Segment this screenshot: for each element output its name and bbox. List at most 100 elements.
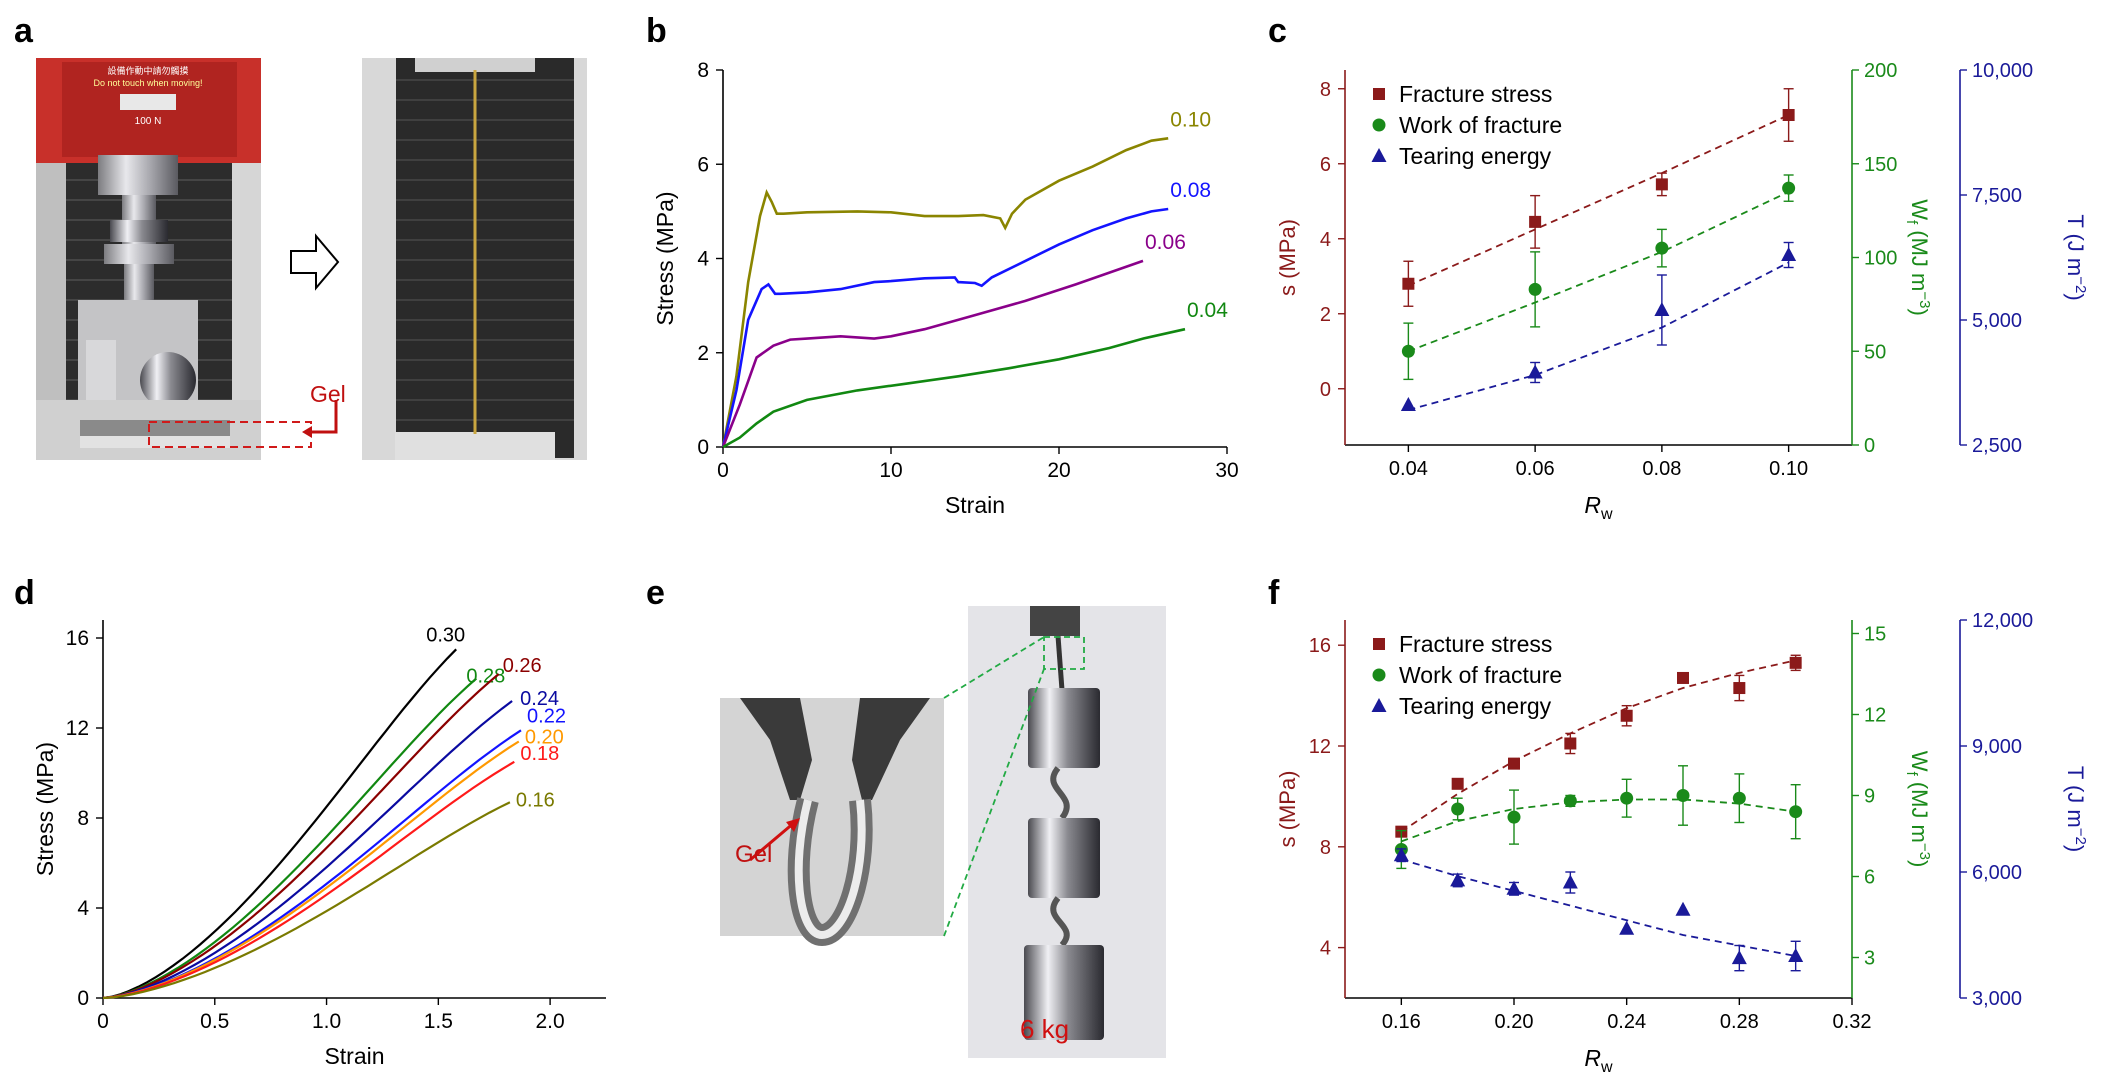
y-right-tick-label: 10,000 xyxy=(1972,60,2033,82)
y-tick-label: 0 xyxy=(77,987,89,1010)
y-right-tick-label: 3,000 xyxy=(1972,988,2022,1010)
x-tick-label: 0.24 xyxy=(1607,1011,1646,1033)
legend-marker-square xyxy=(1373,88,1385,100)
x-tick-label: 0 xyxy=(717,459,729,482)
data-point-square xyxy=(1782,109,1795,121)
y-tick-label: 16 xyxy=(66,627,89,650)
data-point-square xyxy=(1564,737,1577,750)
y-right-tick-label: 9,000 xyxy=(1972,736,2022,758)
x-tick-label: 0.16 xyxy=(1382,1011,1421,1033)
legend-marker-circle xyxy=(1372,668,1386,682)
sign-line3: 100 N xyxy=(135,116,162,127)
legend-marker-circle xyxy=(1372,118,1386,132)
y-left-tick-label: 16 xyxy=(1309,635,1331,657)
y-left-tick-label: 6 xyxy=(1320,154,1331,176)
data-point-circle xyxy=(1732,791,1746,805)
data-point-square xyxy=(1655,178,1668,191)
y-left-tick-label: 0 xyxy=(1320,379,1331,401)
data-point-square xyxy=(1529,215,1542,228)
e-gel-label: Gel xyxy=(735,841,772,868)
y-left-tick-label: 8 xyxy=(1320,79,1331,101)
panel-label-f: f xyxy=(1268,574,1280,612)
series-label-0.18: 0.18 xyxy=(520,743,559,765)
y-mid-tick-label: 12 xyxy=(1864,705,1886,727)
data-point-square xyxy=(1402,277,1415,290)
y-axis-label: Stress (MPa) xyxy=(32,742,58,876)
y-tick-label: 12 xyxy=(66,717,89,740)
data-point-circle xyxy=(1676,789,1690,802)
series-label-0.20: 0.20 xyxy=(525,727,564,749)
photo-a-right xyxy=(362,58,587,460)
x-tick-label: 0.20 xyxy=(1495,1011,1534,1033)
x-tick-label: 0.08 xyxy=(1642,458,1681,480)
data-point-square xyxy=(1789,656,1802,669)
y-tick-label: 4 xyxy=(697,248,709,271)
data-point-square xyxy=(1620,709,1633,722)
panel-label-c: c xyxy=(1268,12,1287,50)
sign-line2: Do not touch when moving! xyxy=(93,78,202,88)
x-tick-label: 0.10 xyxy=(1769,458,1808,480)
chart-c: 0.04 0.06 0.08 0.10 0 2 4 6 8 0 50 100 150 200 2,500 5,… xyxy=(1275,60,2089,523)
x-axis-label: Strain xyxy=(945,492,1005,518)
panel-label-b: b xyxy=(646,12,667,50)
data-point-triangle xyxy=(1675,901,1691,916)
data-point-circle xyxy=(1528,282,1542,296)
e-zoom-lines xyxy=(943,636,1085,937)
x-axis-label: Strain xyxy=(324,1043,384,1069)
y-left-axis-label: s (MPa) xyxy=(1275,219,1300,296)
data-point-triangle xyxy=(1619,920,1635,935)
x-axis-label: Rw xyxy=(1584,1045,1613,1076)
series-line-0.22 xyxy=(102,729,522,1000)
y-tick-label: 0 xyxy=(697,436,709,459)
y-right-axis-label: T (J m−2) xyxy=(2063,214,2089,300)
arrow-right-icon xyxy=(290,233,340,291)
data-point-circle xyxy=(1451,802,1465,816)
x-tick-label: 0.32 xyxy=(1833,1011,1872,1033)
series-line-0.24 xyxy=(102,700,513,1000)
series-line-0.28 xyxy=(102,677,478,1000)
series-label-0.24: 0.24 xyxy=(520,688,559,710)
a-gel-label: Gel xyxy=(310,381,346,407)
y-tick-label: 6 xyxy=(697,153,709,176)
y-right-tick-label: 7,500 xyxy=(1972,185,2022,207)
y-tick-label: 2 xyxy=(697,342,709,365)
data-point-square xyxy=(1508,757,1520,770)
series-line-0.20 xyxy=(102,740,520,1000)
y-left-tick-label: 12 xyxy=(1309,736,1331,758)
y-left-tick-label: 8 xyxy=(1320,837,1331,859)
series-label-0.26: 0.26 xyxy=(503,655,542,677)
series-line-0.04 xyxy=(722,327,1186,449)
fit-line-square xyxy=(1400,659,1796,833)
x-tick-label: 0.28 xyxy=(1720,1011,1759,1033)
y-mid-tick-label: 50 xyxy=(1864,341,1886,363)
legend-label: Work of fracture xyxy=(1399,662,1562,688)
data-point-circle xyxy=(1620,791,1634,805)
x-tick-label: 0.04 xyxy=(1389,458,1428,480)
x-axis-label: Rw xyxy=(1584,492,1613,523)
photo-e-closeup: Gel xyxy=(720,698,944,947)
y-mid-tick-label: 100 xyxy=(1864,248,1897,270)
data-point-square xyxy=(1733,682,1746,695)
chart-d: 0 0.5 1.0 1.5 2.0 0 4 8 12 16 Strain Stress (MPa) 0.… xyxy=(32,620,606,1069)
y-mid-tick-label: 9 xyxy=(1864,786,1875,808)
y-right-axis-label: T (J m−2) xyxy=(2063,766,2089,852)
y-left-tick-label: 2 xyxy=(1320,304,1331,326)
series-label-0.04: 0.04 xyxy=(1187,299,1228,322)
data-point-triangle xyxy=(1400,397,1416,411)
series-line-0.06 xyxy=(721,259,1144,448)
chart-b: 0 10 20 30 0 2 4 6 8 Strain Stress (MPa) 0.10 0.08 0.… xyxy=(652,59,1239,518)
sign-line1: 設備作動中請勿觸摸 xyxy=(107,65,188,76)
data-point-circle xyxy=(1507,810,1521,824)
data-point-triangle xyxy=(1527,364,1543,379)
panel-label-e: e xyxy=(646,574,665,612)
y-mid-tick-label: 6 xyxy=(1864,867,1875,889)
y-mid-tick-label: 200 xyxy=(1864,60,1897,82)
series-label-0.08: 0.08 xyxy=(1170,179,1211,202)
data-point-triangle xyxy=(1731,950,1747,965)
data-point-triangle xyxy=(1506,880,1522,895)
series-line-0.08 xyxy=(721,207,1169,448)
y-mid-axis-label: Wf (MJ m−3) xyxy=(1903,751,1933,868)
data-point-triangle xyxy=(1781,247,1797,261)
legend-label: Tearing energy xyxy=(1399,143,1552,169)
